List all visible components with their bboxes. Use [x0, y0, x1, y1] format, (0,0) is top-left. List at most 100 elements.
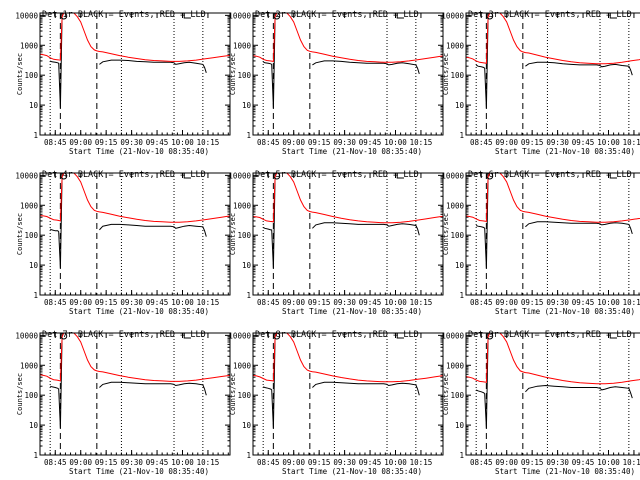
y-tick-label: 1000 [233, 201, 252, 210]
x-tick-label: 09:45 [572, 458, 595, 467]
x-tick-label: 09:15 [521, 138, 544, 147]
plot-frame [252, 12, 444, 136]
y-axis-label: Counts/sec [16, 213, 24, 255]
y-tick-label: 10000 [15, 331, 38, 340]
x-axis-label: Start Time (21-Nov-10 08:35:40) [282, 307, 422, 316]
x-tick-label: 08:45 [470, 458, 493, 467]
plot-frame [252, 332, 444, 456]
x-tick-label: 08:45 [257, 458, 280, 467]
plot-frame [39, 12, 231, 136]
y-tick-label: 1000 [233, 361, 252, 370]
x-tick-label: 09:45 [572, 298, 595, 307]
x-tick-label: 09:45 [146, 298, 169, 307]
y-tick-label: 10 [455, 261, 465, 270]
x-tick-label: 09:45 [572, 138, 595, 147]
x-tick-label: 09:30 [120, 138, 143, 147]
x-tick-label: 10:00 [384, 458, 407, 467]
x-tick-label: 10:00 [384, 138, 407, 147]
x-tick-label: 08:45 [44, 138, 67, 147]
y-axis-label: Counts/sec [16, 373, 24, 415]
plot-frame [252, 172, 444, 296]
x-tick-label: 09:15 [95, 298, 118, 307]
panel-title: Det 3r BLACK = Events, RED = LLD [468, 10, 632, 20]
event-marker-bracket [609, 13, 617, 19]
x-axis-label: Start Time (21-Nov-10 08:35:40) [282, 147, 422, 156]
x-tick-label: 09:00 [282, 458, 305, 467]
x-tick-label: 10:00 [171, 298, 194, 307]
x-tick-label: 08:45 [44, 458, 67, 467]
series-lld [252, 332, 444, 383]
x-tick-label: 09:00 [495, 298, 518, 307]
y-tick-label: 1 [459, 131, 464, 140]
panel-title: Det 1r BLACK = Events, RED = LLD [42, 10, 206, 20]
plot-frame [465, 172, 640, 296]
y-tick-label: 100 [450, 231, 464, 240]
y-axis-label: Counts/sec [442, 373, 450, 415]
x-tick-label: 09:15 [521, 458, 544, 467]
y-tick-label: 1 [33, 451, 38, 460]
x-tick-label: 09:00 [495, 458, 518, 467]
x-tick-label: 10:15 [623, 458, 640, 467]
x-tick-label: 10:15 [410, 458, 433, 467]
series-lld [465, 332, 640, 385]
event-marker-bracket [183, 173, 191, 179]
x-tick-label: 10:15 [197, 138, 220, 147]
y-tick-label: 1000 [446, 201, 465, 210]
series-lld [465, 172, 640, 223]
x-tick-label: 10:00 [597, 458, 620, 467]
y-tick-label: 100 [450, 391, 464, 400]
x-axis-label: Start Time (21-Nov-10 08:35:40) [495, 147, 635, 156]
x-tick-label: 08:45 [257, 138, 280, 147]
x-tick-label: 09:15 [95, 458, 118, 467]
x-tick-label: 10:15 [197, 458, 220, 467]
detector-panel-8: Det 8r BLACK = Events, RED = LLD Counts/s… [228, 330, 444, 476]
event-marker-bracket [396, 173, 404, 179]
x-axis-label: Start Time (21-Nov-10 08:35:40) [282, 467, 422, 476]
x-tick-label: 09:00 [282, 298, 305, 307]
detector-panel-2: Det 2r BLACK = Events, RED = LLD Counts/s… [228, 10, 444, 156]
x-tick-label: 08:45 [470, 298, 493, 307]
x-tick-label: 09:00 [69, 138, 92, 147]
detector-panel-1: Det 1r BLACK = Events, RED = LLD Counts/s… [15, 10, 231, 156]
detector-panel-5: Det 5r BLACK = Events, RED = LLD Counts/s… [228, 170, 444, 316]
x-tick-label: 10:00 [597, 138, 620, 147]
y-tick-label: 10 [242, 261, 252, 270]
plot-frame [39, 172, 231, 296]
y-tick-label: 1000 [446, 41, 465, 50]
y-tick-label: 10000 [15, 171, 38, 180]
panel-title: Det 4r BLACK = Events, RED = LLD [42, 170, 206, 180]
x-tick-label: 08:45 [470, 138, 493, 147]
y-tick-label: 1000 [233, 41, 252, 50]
x-tick-label: 10:00 [171, 458, 194, 467]
x-tick-label: 09:15 [308, 138, 331, 147]
x-axis-label: Start Time (21-Nov-10 08:35:40) [495, 307, 635, 316]
x-tick-label: 09:45 [359, 138, 382, 147]
x-tick-label: 09:30 [546, 138, 569, 147]
panel-title: Det 8r BLACK = Events, RED = LLD [255, 330, 419, 340]
y-tick-label: 1 [246, 131, 251, 140]
x-tick-label: 10:00 [384, 298, 407, 307]
y-tick-label: 10 [29, 261, 39, 270]
event-marker-bracket [396, 13, 404, 19]
y-tick-label: 100 [24, 231, 38, 240]
panel-title: Det 7r BLACK = Events, RED = LLD [42, 330, 206, 340]
detector-panel-3: Det 3r BLACK = Events, RED = LLD Counts/s… [441, 10, 640, 156]
y-tick-label: 10 [242, 421, 252, 430]
y-tick-label: 10 [242, 101, 252, 110]
plot-frame [39, 332, 231, 456]
y-tick-label: 1000 [20, 361, 39, 370]
y-axis-label: Counts/sec [229, 373, 237, 415]
y-tick-label: 100 [237, 231, 251, 240]
y-tick-label: 10 [455, 101, 465, 110]
x-tick-label: 09:15 [308, 298, 331, 307]
y-tick-label: 10 [455, 421, 465, 430]
y-tick-label: 100 [24, 391, 38, 400]
x-axis-label: Start Time (21-Nov-10 08:35:40) [69, 147, 209, 156]
y-tick-label: 1 [246, 291, 251, 300]
y-tick-label: 10000 [441, 11, 464, 20]
event-marker-bracket [183, 13, 191, 19]
detector-panel-6: Det 6r BLACK = Events, RED = LLD Counts/s… [441, 170, 640, 316]
y-tick-label: 100 [237, 391, 251, 400]
y-axis-label: Counts/sec [229, 53, 237, 95]
